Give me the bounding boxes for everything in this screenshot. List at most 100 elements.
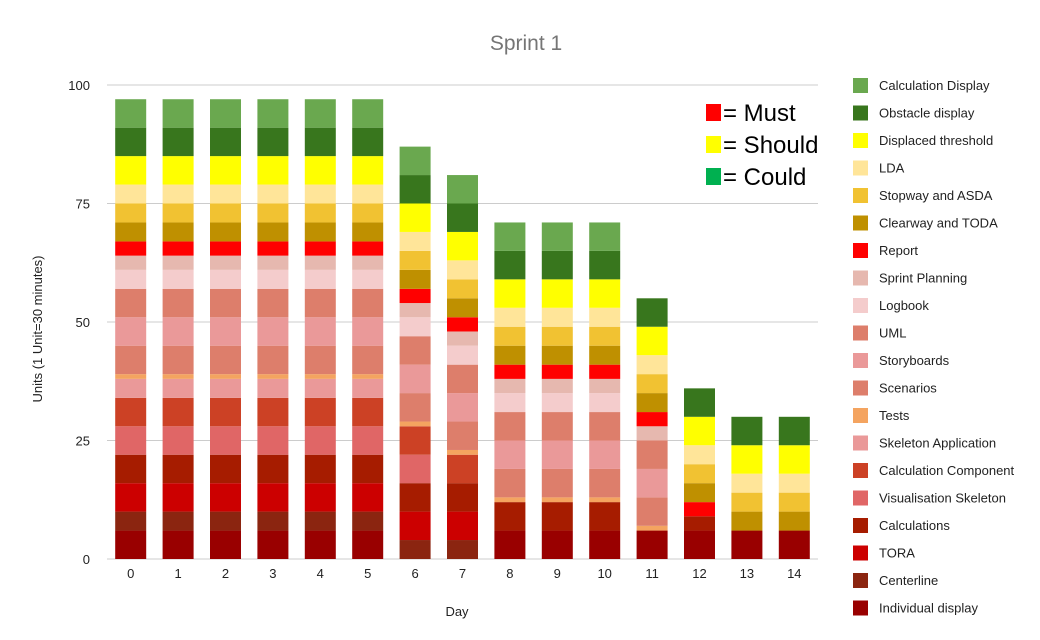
bar-segment xyxy=(352,99,384,128)
bar-segment xyxy=(636,412,668,427)
bar-segment xyxy=(636,468,668,498)
bar-segment xyxy=(494,468,526,498)
bar-segment xyxy=(162,345,194,375)
bar-segment xyxy=(636,426,668,441)
bar-segment xyxy=(210,241,241,256)
priority-key-label: = Should xyxy=(723,132,818,159)
bar-segment xyxy=(352,269,384,289)
bar-segment xyxy=(399,364,431,394)
bar-segment xyxy=(399,269,431,289)
legend-swatch xyxy=(853,435,868,451)
bar-segment xyxy=(162,483,194,512)
x-tick-label: 11 xyxy=(645,566,659,581)
y-tick-label: 25 xyxy=(76,434,90,449)
bar-segment xyxy=(115,184,147,204)
bar-segment xyxy=(210,288,241,318)
bar-segment xyxy=(399,175,431,204)
bar-segment xyxy=(447,421,478,450)
bar-segment xyxy=(210,317,241,346)
bar-segment xyxy=(162,511,194,531)
bar-segment xyxy=(304,156,336,185)
bar-segment xyxy=(494,497,526,503)
y-tick-label: 75 xyxy=(76,197,90,212)
bar-segment xyxy=(162,374,194,379)
bar-segment xyxy=(636,298,668,327)
bar-segment xyxy=(636,497,668,526)
bar-segment xyxy=(447,511,478,541)
bar-segment xyxy=(257,374,289,379)
legend-label: Displaced threshold xyxy=(879,133,993,148)
bar-segment xyxy=(352,222,384,242)
bar-segment xyxy=(399,483,431,512)
bar-segment xyxy=(257,345,289,375)
bar-segment xyxy=(162,269,194,289)
bar-segment xyxy=(115,99,147,128)
bar-segment xyxy=(115,222,147,242)
bar-segment xyxy=(257,530,289,559)
y-axis-label: Units (1 Unit=30 minutes) xyxy=(30,255,45,402)
x-tick-label: 7 xyxy=(459,566,466,581)
bar-segment xyxy=(257,184,289,204)
priority-key-swatch xyxy=(706,168,721,185)
bar-segment xyxy=(447,260,478,280)
bar-segment xyxy=(541,345,573,365)
legend-swatch xyxy=(853,78,868,93)
bar-segment xyxy=(304,184,336,204)
x-tick-label: 9 xyxy=(554,566,561,581)
bar-segment xyxy=(541,222,573,251)
bar-segment xyxy=(636,326,668,356)
bar-segment xyxy=(447,483,478,512)
bar-segment xyxy=(352,483,384,512)
bar-segment xyxy=(399,203,431,232)
legend-label: Obstacle display xyxy=(879,106,975,121)
bar-segment xyxy=(115,269,147,289)
bar-segment xyxy=(162,454,194,484)
bar-segment xyxy=(541,378,573,394)
bar-segment xyxy=(541,440,573,469)
bar-segment xyxy=(210,397,241,427)
priority-key-label: = Must xyxy=(723,100,796,127)
bar-segment xyxy=(210,203,241,223)
bar-segment xyxy=(447,317,478,332)
bar-segment xyxy=(399,540,431,559)
bar-segment xyxy=(257,397,289,427)
bar-segment xyxy=(162,255,194,270)
bar-segment xyxy=(304,511,336,531)
bar-segment xyxy=(352,127,384,157)
bar-segment xyxy=(304,222,336,242)
bar-segment xyxy=(589,502,621,531)
bar-segment xyxy=(304,269,336,289)
bar-segment xyxy=(162,222,194,242)
bar-segment xyxy=(162,378,194,398)
bar-segment xyxy=(447,279,478,299)
bar-segment xyxy=(447,175,478,204)
bar-segment xyxy=(589,250,621,280)
bar-segment xyxy=(210,374,241,379)
legend-label: Skeleton Application xyxy=(879,436,996,451)
bar-segment xyxy=(115,241,147,256)
bar-segment xyxy=(115,454,147,484)
bar-segment xyxy=(684,483,715,503)
chart-title: Sprint 1 xyxy=(490,32,562,55)
bar-segment xyxy=(684,416,715,446)
bar-segment xyxy=(494,250,526,280)
bar-segment xyxy=(115,127,147,157)
bar-segment xyxy=(541,468,573,498)
bar-segment xyxy=(352,203,384,223)
bar-segment xyxy=(210,454,241,484)
legend-label: Individual display xyxy=(879,601,979,616)
legend-label: Tests xyxy=(879,408,910,423)
bar-segment xyxy=(494,307,526,327)
bar-segment xyxy=(210,269,241,289)
bar-segment xyxy=(304,397,336,427)
bar-segment xyxy=(352,288,384,318)
bar-segment xyxy=(352,345,384,375)
bar-segment xyxy=(210,530,241,559)
bar-segment xyxy=(494,364,526,379)
bar-segment xyxy=(589,345,621,365)
bar-segment xyxy=(162,203,194,223)
legend-label: UML xyxy=(879,326,906,341)
bar-segment xyxy=(115,288,147,318)
bar-segment xyxy=(162,127,194,157)
bar-segment xyxy=(636,393,668,413)
